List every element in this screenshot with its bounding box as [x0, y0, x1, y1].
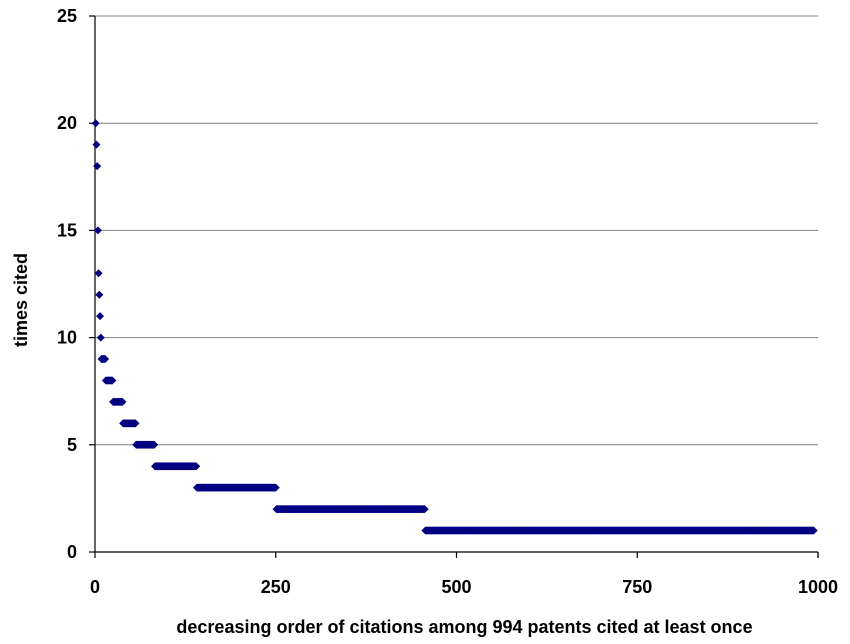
x-tick-label-500: 500	[441, 577, 471, 597]
data-point	[95, 290, 104, 299]
data-points	[91, 119, 818, 535]
x-tick-label-1000: 1000	[798, 577, 838, 597]
data-point	[809, 526, 818, 535]
y-tick-label-25: 25	[57, 6, 77, 26]
data-point	[96, 333, 105, 342]
axes	[89, 15, 819, 558]
data-point	[96, 312, 105, 321]
y-tick-label-5: 5	[67, 435, 77, 455]
data-point	[131, 419, 140, 428]
data-point	[93, 162, 102, 171]
x-tick-label-250: 250	[261, 577, 291, 597]
data-point	[93, 226, 102, 235]
data-point	[94, 269, 103, 278]
data-point	[420, 505, 429, 514]
x-tick-label-750: 750	[622, 577, 652, 597]
data-point	[271, 483, 280, 492]
x-tick-label-0: 0	[90, 577, 100, 597]
data-point	[101, 355, 110, 364]
y-tick-label-15: 15	[57, 220, 77, 240]
y-tick-label-0: 0	[67, 542, 77, 562]
data-point	[92, 140, 101, 149]
x-axis-title: decreasing order of citations among 994 …	[176, 617, 752, 637]
data-point	[91, 119, 100, 128]
data-point	[150, 440, 159, 449]
data-point	[108, 376, 117, 385]
data-point	[192, 462, 201, 471]
gridlines	[95, 15, 818, 446]
data-point	[118, 397, 127, 406]
y-tick-label-20: 20	[57, 113, 77, 133]
y-axis-title: times cited	[11, 253, 31, 347]
y-tick-label-10: 10	[57, 328, 77, 348]
